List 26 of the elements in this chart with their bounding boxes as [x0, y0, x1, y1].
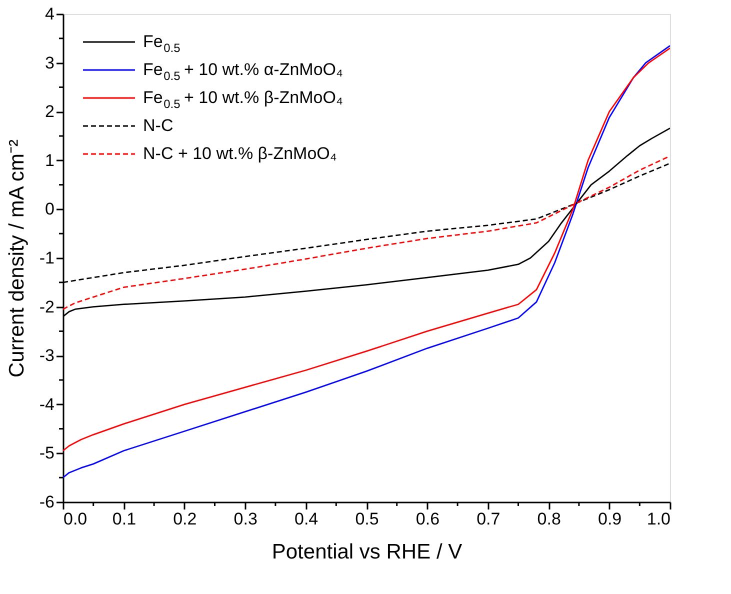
x-tick-label: 0.1	[112, 510, 136, 528]
x-tick-label: 0.8	[537, 510, 561, 528]
x-axis-title: Potential vs RHE / V	[272, 540, 462, 564]
x-tick-label: 1.0	[646, 510, 670, 528]
y-tick-label: 4	[45, 4, 54, 24]
x-tick-label: 0.4	[294, 510, 318, 528]
legend-label: N-C	[143, 116, 174, 135]
x-tick-label: 0.9	[598, 510, 622, 528]
legend-label: N-C + 10 wt.% β-ZnMoO₄	[143, 144, 337, 163]
y-tick-label: -1	[39, 248, 54, 268]
x-tick-label: 0.0	[64, 510, 88, 528]
x-tick-label: 0.3	[234, 510, 258, 528]
y-tick-label: 0	[45, 200, 54, 219]
x-tick-label: 0.5	[355, 510, 379, 528]
y-tick-label: -4	[39, 394, 54, 414]
y-tick-label: 1	[45, 150, 54, 170]
y-axis-title: Current density / mA cm⁻²	[5, 139, 28, 378]
x-tick-label: 0.6	[416, 510, 440, 528]
y-tick-label: 2	[45, 102, 54, 122]
y-tick-label: -2	[39, 297, 54, 316]
y-tick-label: -6	[39, 492, 54, 512]
x-tick-label: 0.2	[173, 510, 197, 528]
y-tick-label: -5	[39, 444, 54, 463]
y-tick-label: 3	[45, 53, 54, 72]
y-tick-label: -3	[39, 346, 54, 366]
x-tick-label: 0.7	[476, 510, 500, 528]
